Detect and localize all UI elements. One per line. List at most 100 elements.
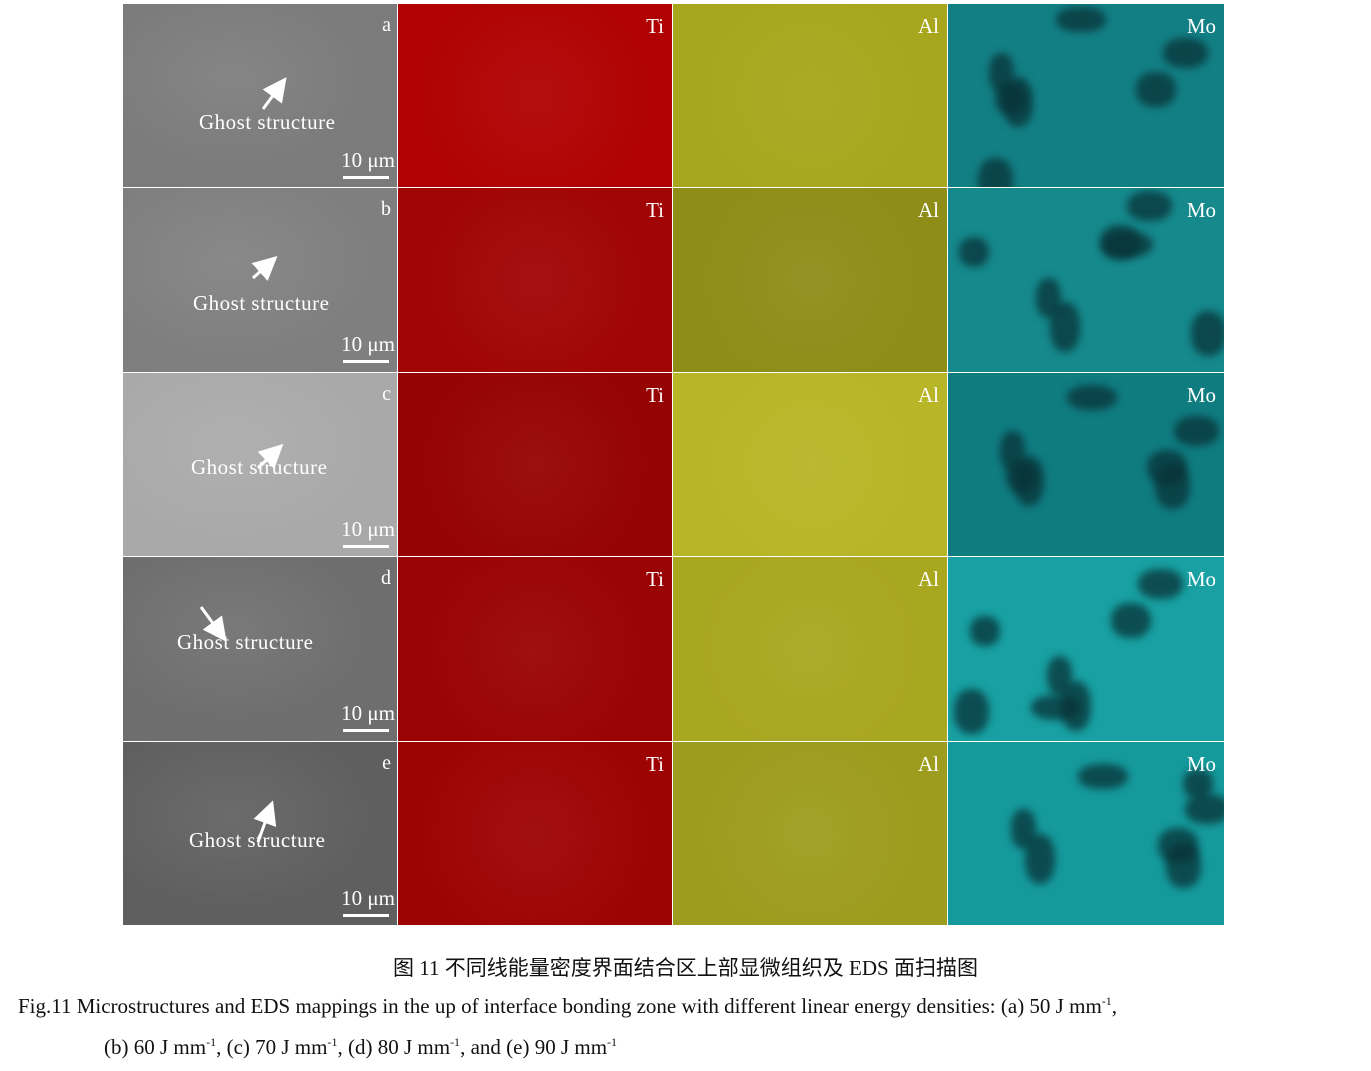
element-label: Mo bbox=[1186, 382, 1216, 407]
sem-panel-e: e Ghost structure 10 μm bbox=[123, 741, 398, 926]
mo-depleted-region bbox=[953, 689, 989, 735]
panel-label: d bbox=[381, 567, 391, 590]
mo-depleted-region bbox=[1135, 71, 1176, 107]
mo-map-c: Mo bbox=[948, 372, 1225, 558]
element-label: Ti bbox=[646, 14, 664, 38]
arrow-icon bbox=[251, 256, 278, 282]
panel-label: b bbox=[381, 198, 391, 221]
caption-sup: -1 bbox=[450, 1035, 461, 1049]
element-label: Ti bbox=[646, 751, 664, 776]
mo-depleted-region bbox=[989, 52, 1015, 93]
caption-text: (e) 90 J mm bbox=[506, 1035, 608, 1059]
mo-map-b: Mo bbox=[948, 188, 1225, 373]
mo-depleted-region bbox=[959, 237, 990, 268]
element-label: Mo bbox=[1186, 14, 1216, 38]
element-label: Al bbox=[918, 198, 939, 223]
scale-bar bbox=[343, 729, 389, 733]
caption-text: , and bbox=[460, 1035, 507, 1059]
mo-depleted-region bbox=[1174, 416, 1220, 447]
mo-depleted-region bbox=[1077, 763, 1128, 789]
mo-map-e: Mo bbox=[948, 741, 1225, 926]
mo-depleted-region bbox=[1185, 794, 1224, 825]
arrow-icon bbox=[199, 606, 227, 643]
al-map-d: Al bbox=[673, 557, 948, 742]
mo-depleted-region bbox=[1036, 277, 1062, 318]
element-label: Al bbox=[918, 567, 939, 592]
sem-panel-b: b Ghost structure 10 μm bbox=[123, 188, 398, 373]
caption-sup: -1 bbox=[327, 1035, 338, 1049]
mo-depleted-region bbox=[1030, 694, 1081, 720]
scale-bar bbox=[343, 544, 389, 548]
caption-text: , bbox=[1111, 994, 1118, 1018]
mo-depleted-region bbox=[1000, 430, 1026, 471]
mo-map-d: Mo bbox=[948, 557, 1225, 742]
mo-depleted-region bbox=[1127, 191, 1173, 222]
scale-bar-label: 10 μm bbox=[341, 516, 395, 541]
sem-panel-c: c Ghost structure 10 μm bbox=[123, 372, 398, 558]
al-map-a: Al bbox=[673, 4, 948, 189]
mo-depleted-region bbox=[1182, 769, 1213, 800]
mo-depleted-region bbox=[1047, 655, 1073, 696]
scale-bar-label: 10 μm bbox=[341, 148, 395, 172]
caption-english-line1: Fig.11 Microstructures and EDS mappings … bbox=[18, 994, 1117, 1019]
element-label: Ti bbox=[646, 382, 664, 407]
mo-map-a: Mo bbox=[948, 4, 1225, 189]
scale-bar-label: 10 μm bbox=[341, 332, 395, 357]
mo-depleted-region bbox=[1155, 464, 1190, 510]
mo-depleted-region bbox=[1011, 809, 1037, 850]
element-label: Al bbox=[918, 382, 939, 407]
caption-english-line2: (b) 60 J mm-1, (c) 70 J mm-1, (d) 80 J m… bbox=[104, 1035, 617, 1060]
caption-text: (d) 80 J mm bbox=[347, 1035, 451, 1059]
mo-depleted-region bbox=[1190, 311, 1224, 357]
ti-map-e: Ti bbox=[398, 741, 673, 926]
panel-label: e bbox=[382, 751, 391, 774]
caption-text: (c) 70 J mm bbox=[226, 1035, 328, 1059]
al-map-e: Al bbox=[673, 741, 948, 926]
element-label: Ti bbox=[646, 567, 664, 592]
arrow-icon bbox=[253, 799, 277, 843]
ghost-structure-label: Ghost structure bbox=[191, 454, 328, 479]
arrow-icon bbox=[261, 77, 287, 110]
mo-depleted-region bbox=[1163, 37, 1209, 68]
caption-text: , bbox=[337, 1035, 348, 1059]
sem-panel-d: d Ghost structure 10 μm bbox=[123, 557, 398, 742]
element-label: Mo bbox=[1186, 198, 1216, 223]
mo-depleted-region bbox=[1055, 7, 1106, 33]
scale-bar-label: 10 μm bbox=[341, 885, 395, 910]
ti-map-c: Ti bbox=[398, 372, 673, 558]
panel-label: a bbox=[382, 14, 391, 36]
al-map-b: Al bbox=[673, 188, 948, 373]
arrow-icon bbox=[256, 443, 284, 469]
al-map-c: Al bbox=[673, 372, 948, 558]
caption-sup: -1 bbox=[206, 1035, 217, 1049]
mo-depleted-region bbox=[1066, 385, 1117, 411]
scale-bar-label: 10 μm bbox=[341, 701, 395, 726]
sem-panel-a: a Ghost structure 10 μm bbox=[123, 4, 398, 189]
ghost-structure-label: Ghost structure bbox=[193, 290, 330, 315]
caption-sup: -1 bbox=[1101, 994, 1112, 1008]
ti-map-d: Ti bbox=[398, 557, 673, 742]
scale-bar bbox=[343, 913, 389, 917]
ghost-structure-label: Ghost structure bbox=[177, 629, 314, 654]
mo-depleted-region bbox=[1166, 842, 1202, 888]
mo-depleted-region bbox=[1138, 569, 1184, 600]
caption-sup: -1 bbox=[607, 1035, 618, 1049]
ti-map-b: Ti bbox=[398, 188, 673, 373]
ghost-structure-label: Ghost structure bbox=[199, 110, 336, 134]
caption-text: Fig.11 Microstructures and EDS mappings … bbox=[18, 994, 1102, 1018]
caption-chinese: 图 11 不同线能量密度界面结合区上部显微组织及 EDS 面扫描图 bbox=[393, 956, 978, 980]
mo-depleted-region bbox=[978, 157, 1014, 188]
mo-depleted-region bbox=[1102, 232, 1153, 258]
mo-depleted-region bbox=[1110, 603, 1151, 639]
eds-figure-grid: a Ghost structure 10 μm Ti Al Mo b Ghost st… bbox=[123, 4, 1225, 926]
caption-text: (b) 60 J mm bbox=[104, 1035, 207, 1059]
ghost-structure-label: Ghost structure bbox=[189, 827, 326, 852]
element-label: Al bbox=[918, 751, 939, 776]
scale-bar bbox=[343, 176, 389, 179]
element-label: Ti bbox=[646, 198, 664, 223]
element-label: Mo bbox=[1186, 567, 1216, 592]
panel-label: c bbox=[382, 382, 391, 405]
element-label: Mo bbox=[1186, 751, 1216, 776]
scale-bar bbox=[343, 360, 389, 364]
mo-depleted-region bbox=[970, 615, 1001, 646]
